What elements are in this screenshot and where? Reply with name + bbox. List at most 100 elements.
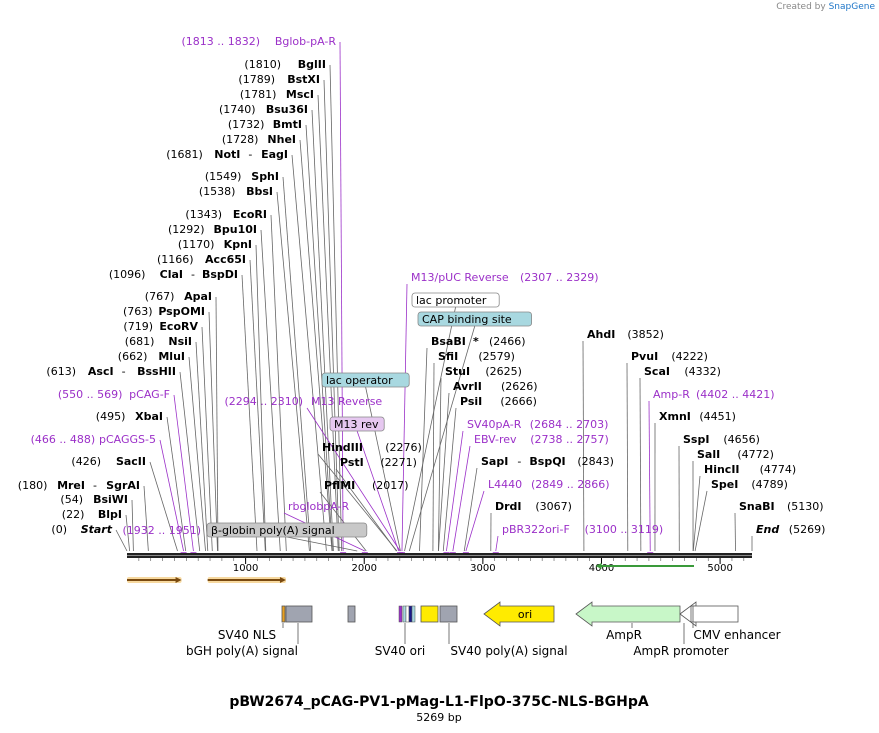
site-location: (5130) bbox=[787, 500, 824, 513]
leader-line bbox=[329, 64, 343, 552]
site-location: (1728) bbox=[222, 133, 259, 146]
site-name: HindIII bbox=[322, 441, 363, 454]
site-m13-rev: M13 rev bbox=[329, 416, 385, 432]
site-location: (2466) bbox=[489, 335, 526, 348]
site-location: (426) bbox=[71, 455, 101, 468]
feature-ampr-promoter bbox=[679, 601, 697, 627]
site-name: lac operator bbox=[326, 374, 393, 387]
site-name: XbaI bbox=[135, 410, 163, 423]
site-name: M13 Reverse bbox=[311, 395, 382, 408]
site-location: (719) bbox=[123, 320, 153, 333]
leader-line bbox=[179, 371, 201, 552]
leader-line bbox=[319, 491, 367, 552]
leader-line bbox=[495, 535, 499, 552]
site-cap-binding-site: CAP binding site bbox=[417, 311, 532, 327]
leader-line bbox=[419, 347, 428, 552]
site-dash: - bbox=[191, 268, 195, 281]
site-name: PstI bbox=[340, 456, 364, 469]
leader-line bbox=[131, 499, 134, 552]
feature-shape bbox=[483, 601, 555, 627]
site-location: (1343) bbox=[185, 208, 222, 221]
leader-line bbox=[143, 485, 149, 552]
site-location: (1732) bbox=[228, 118, 265, 131]
site-location: (681) bbox=[125, 335, 155, 348]
leader-line bbox=[115, 529, 128, 552]
ruler-label: 3000 bbox=[470, 563, 495, 574]
site-name: BlpI bbox=[98, 508, 122, 521]
site-name-2: BssHII bbox=[137, 365, 176, 378]
site-name: End bbox=[756, 523, 779, 536]
site-apai: ApaI (767) bbox=[145, 290, 212, 303]
site-name: Bglob-pA-R bbox=[275, 35, 337, 48]
site-location: (54) bbox=[60, 493, 83, 506]
site-m13-reverse: (2294 .. 2310) M13 Reverse bbox=[224, 395, 382, 408]
site-location: (4656) bbox=[723, 433, 760, 446]
site-location: (3852) bbox=[627, 328, 664, 341]
site-location: (1681) bbox=[166, 148, 203, 161]
site-name: NsiI bbox=[168, 335, 192, 348]
site-name: ApaI bbox=[184, 290, 212, 303]
leader-line bbox=[442, 407, 457, 552]
site-location: (550 .. 569) bbox=[58, 388, 123, 401]
site-spei: SpeI (4789) bbox=[711, 478, 788, 491]
site-clai: BspDI-ClaI (1096) bbox=[109, 268, 238, 281]
site-name: BglII bbox=[298, 58, 326, 71]
site-dash: - bbox=[517, 455, 521, 468]
site-name-2: BspQI bbox=[529, 455, 565, 468]
orf-arrow bbox=[127, 577, 182, 583]
leader-line bbox=[255, 244, 267, 552]
site-location: (2271) bbox=[380, 456, 417, 469]
feature-stripe bbox=[411, 605, 416, 623]
site-hincii: HincII (4774) bbox=[704, 463, 796, 476]
leader-line bbox=[286, 536, 358, 552]
site-name: SfiI bbox=[438, 350, 458, 363]
leader-line bbox=[291, 154, 327, 552]
feature-shape bbox=[420, 605, 439, 623]
leader-line bbox=[173, 394, 194, 552]
leader-line bbox=[335, 468, 397, 552]
site-name: NheI bbox=[267, 133, 296, 146]
site-xmni: XmnI (4451) bbox=[659, 410, 736, 423]
leader-line bbox=[241, 274, 258, 552]
site-location: (662) bbox=[118, 350, 148, 363]
site-location: (4772) bbox=[737, 448, 774, 461]
site-location: (1932 .. 1951) bbox=[122, 524, 201, 537]
site-name: M13/pUC Reverse bbox=[411, 271, 509, 284]
leader-line bbox=[166, 416, 187, 552]
site-name: SpeI bbox=[711, 478, 738, 491]
site-dash: - bbox=[93, 479, 97, 492]
site-box bbox=[321, 372, 410, 388]
site-sv40pa-r: SV40pA-R (2684 .. 2703) bbox=[467, 418, 608, 431]
site-name: EcoRI bbox=[233, 208, 267, 221]
site-mlui: MluI (662) bbox=[118, 350, 185, 363]
site-location: (1781) bbox=[240, 88, 277, 101]
site-msci: MscI (1781) bbox=[240, 88, 314, 101]
site-name: NotI bbox=[214, 148, 240, 161]
leader-line bbox=[356, 430, 400, 552]
leader-line bbox=[195, 341, 209, 552]
feature-shape bbox=[692, 605, 739, 623]
site-location: (2843) bbox=[577, 455, 614, 468]
plasmid-size: 5269 bp bbox=[416, 711, 461, 724]
site-ahdi: AhdI (3852) bbox=[587, 328, 664, 341]
feature-stripe bbox=[398, 605, 403, 623]
site-location: (4222) bbox=[671, 350, 708, 363]
site-name: BsaBI bbox=[431, 335, 466, 348]
site-location: (2276) bbox=[385, 441, 422, 454]
site-location: (1292) bbox=[168, 223, 205, 236]
site-psti: PstI (2271) bbox=[340, 456, 417, 469]
leader-line bbox=[452, 445, 471, 552]
site-lac-promoter: lac promoter bbox=[411, 292, 500, 308]
site-location: (1740) bbox=[219, 103, 256, 116]
site-location: (2307 .. 2329) bbox=[520, 271, 599, 284]
site-location: (2017) bbox=[372, 479, 409, 492]
ruler-label: 1000 bbox=[233, 563, 258, 574]
site-star: * bbox=[473, 335, 479, 348]
feature-label: bGH poly(A) signal bbox=[186, 644, 298, 658]
site-name: Bpu10I bbox=[214, 223, 258, 236]
site-sacii: SacII (426) bbox=[71, 455, 146, 468]
site-name: M13 rev bbox=[334, 418, 379, 431]
site-name: BbsI bbox=[246, 185, 273, 198]
site-name-2: EagI bbox=[261, 148, 288, 161]
site-name: MreI bbox=[57, 479, 85, 492]
